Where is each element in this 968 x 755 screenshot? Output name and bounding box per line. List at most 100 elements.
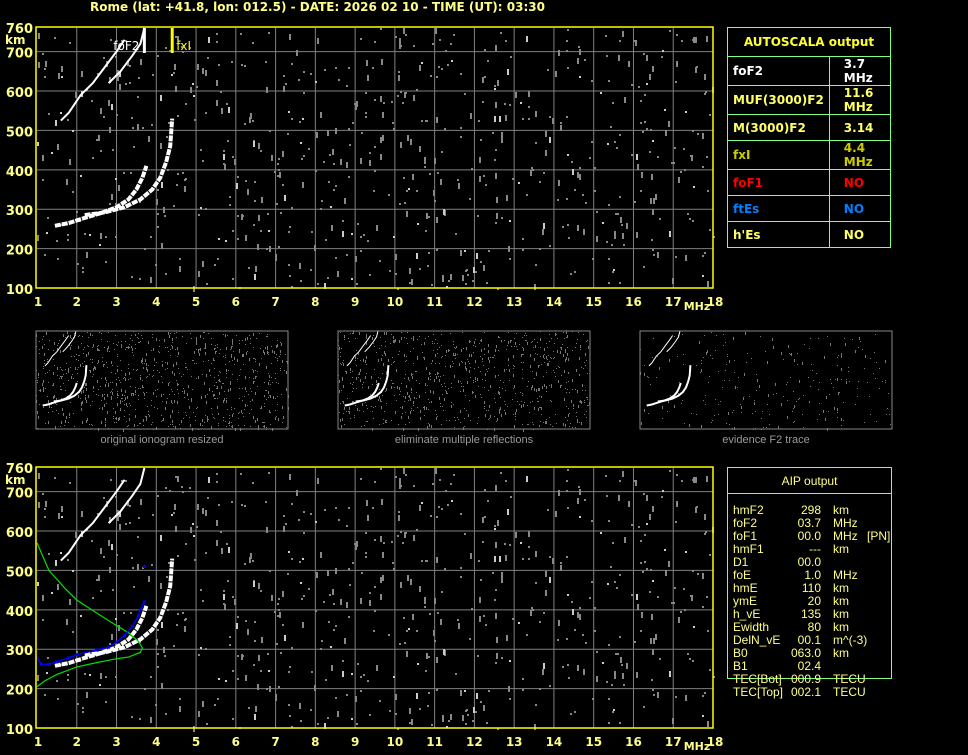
noise-pixel bbox=[615, 213, 617, 215]
noise-pixel bbox=[42, 346, 43, 349]
noise-pixel bbox=[653, 254, 655, 256]
noise-pixel bbox=[494, 398, 495, 399]
noise-pixel bbox=[383, 102, 385, 104]
noise-pixel bbox=[532, 422, 533, 423]
noise-pixel bbox=[505, 412, 506, 415]
noise-pixel bbox=[103, 497, 105, 499]
aip-param-value: 00.0 bbox=[797, 555, 821, 569]
noise-pixel bbox=[495, 542, 497, 548]
noise-pixel bbox=[384, 351, 385, 354]
noise-pixel bbox=[105, 422, 106, 423]
noise-pixel bbox=[333, 629, 335, 631]
noise-pixel bbox=[445, 366, 446, 367]
noise-pixel bbox=[254, 181, 256, 183]
noise-pixel bbox=[442, 386, 443, 387]
noise-pixel bbox=[47, 396, 48, 397]
noise-pixel bbox=[39, 390, 40, 391]
noise-pixel bbox=[406, 338, 407, 339]
noise-pixel bbox=[227, 409, 228, 410]
noise-pixel bbox=[456, 346, 457, 347]
noise-pixel bbox=[567, 224, 569, 226]
noise-pixel bbox=[272, 382, 273, 383]
noise-pixel bbox=[754, 402, 755, 405]
noise-pixel bbox=[86, 420, 87, 423]
noise-pixel bbox=[353, 382, 354, 383]
noise-pixel bbox=[173, 205, 175, 207]
noise-pixel bbox=[566, 337, 567, 338]
noise-pixel bbox=[451, 402, 452, 403]
noise-pixel bbox=[480, 340, 481, 341]
thumbnail-trace bbox=[364, 330, 379, 353]
noise-pixel bbox=[553, 370, 554, 371]
noise-pixel bbox=[266, 366, 267, 369]
noise-pixel bbox=[263, 426, 264, 427]
noise-pixel bbox=[557, 639, 559, 641]
noise-pixel bbox=[494, 367, 495, 368]
noise-pixel bbox=[228, 547, 230, 553]
noise-pixel bbox=[61, 398, 62, 399]
noise-pixel bbox=[237, 238, 239, 240]
noise-pixel bbox=[437, 349, 438, 350]
noise-pixel bbox=[223, 400, 224, 403]
aip-param-value: 80 bbox=[807, 620, 821, 634]
noise-pixel bbox=[545, 590, 547, 596]
noise-pixel bbox=[653, 694, 655, 696]
noise-pixel bbox=[125, 373, 126, 376]
noise-pixel bbox=[534, 358, 535, 361]
noise-pixel bbox=[165, 347, 166, 348]
noise-pixel bbox=[636, 672, 638, 678]
noise-pixel bbox=[75, 367, 76, 370]
noise-pixel bbox=[352, 562, 354, 564]
noise-pixel bbox=[342, 660, 344, 662]
noise-pixel bbox=[52, 411, 53, 412]
noise-pixel bbox=[343, 401, 344, 404]
noise-pixel bbox=[413, 338, 414, 341]
noise-pixel bbox=[475, 395, 476, 398]
noise-pixel bbox=[343, 363, 344, 366]
noise-pixel bbox=[651, 239, 653, 241]
noise-pixel bbox=[147, 376, 148, 377]
noise-pixel bbox=[399, 643, 401, 645]
noise-pixel bbox=[229, 196, 231, 198]
noise-pixel bbox=[268, 354, 269, 355]
x-tick-label: 3 bbox=[112, 295, 120, 309]
noise-pixel bbox=[488, 419, 489, 420]
noise-pixel bbox=[586, 360, 587, 361]
noise-pixel bbox=[536, 372, 537, 375]
noise-pixel bbox=[499, 556, 501, 562]
noise-pixel bbox=[406, 360, 407, 361]
noise-pixel bbox=[564, 338, 565, 339]
noise-pixel bbox=[890, 424, 891, 425]
x-axis-unit: MHz bbox=[684, 300, 711, 313]
noise-pixel bbox=[436, 376, 437, 379]
noise-pixel bbox=[162, 401, 163, 402]
noise-pixel bbox=[394, 361, 395, 362]
noise-pixel bbox=[431, 724, 433, 726]
noise-pixel bbox=[125, 334, 126, 335]
noise-pixel bbox=[146, 417, 147, 418]
noise-pixel bbox=[727, 356, 728, 357]
noise-pixel bbox=[494, 525, 496, 527]
noise-pixel bbox=[146, 418, 147, 421]
noise-pixel bbox=[497, 418, 498, 421]
noise-pixel bbox=[738, 377, 739, 378]
noise-pixel bbox=[528, 381, 529, 382]
noise-pixel bbox=[81, 511, 83, 517]
noise-pixel bbox=[42, 619, 44, 621]
noise-pixel bbox=[150, 676, 152, 678]
noise-pixel bbox=[440, 619, 442, 625]
noise-pixel bbox=[509, 698, 511, 700]
noise-pixel bbox=[395, 411, 396, 414]
noise-pixel bbox=[247, 337, 248, 340]
noise-pixel bbox=[523, 354, 524, 355]
noise-pixel bbox=[797, 364, 798, 365]
noise-pixel bbox=[608, 282, 610, 284]
noise-pixel bbox=[300, 720, 302, 722]
noise-pixel bbox=[661, 56, 663, 58]
noise-pixel bbox=[278, 158, 280, 160]
noise-pixel bbox=[291, 558, 293, 560]
noise-pixel bbox=[549, 556, 551, 558]
noise-pixel bbox=[399, 478, 401, 484]
noise-pixel bbox=[799, 398, 800, 399]
noise-pixel bbox=[783, 396, 784, 397]
